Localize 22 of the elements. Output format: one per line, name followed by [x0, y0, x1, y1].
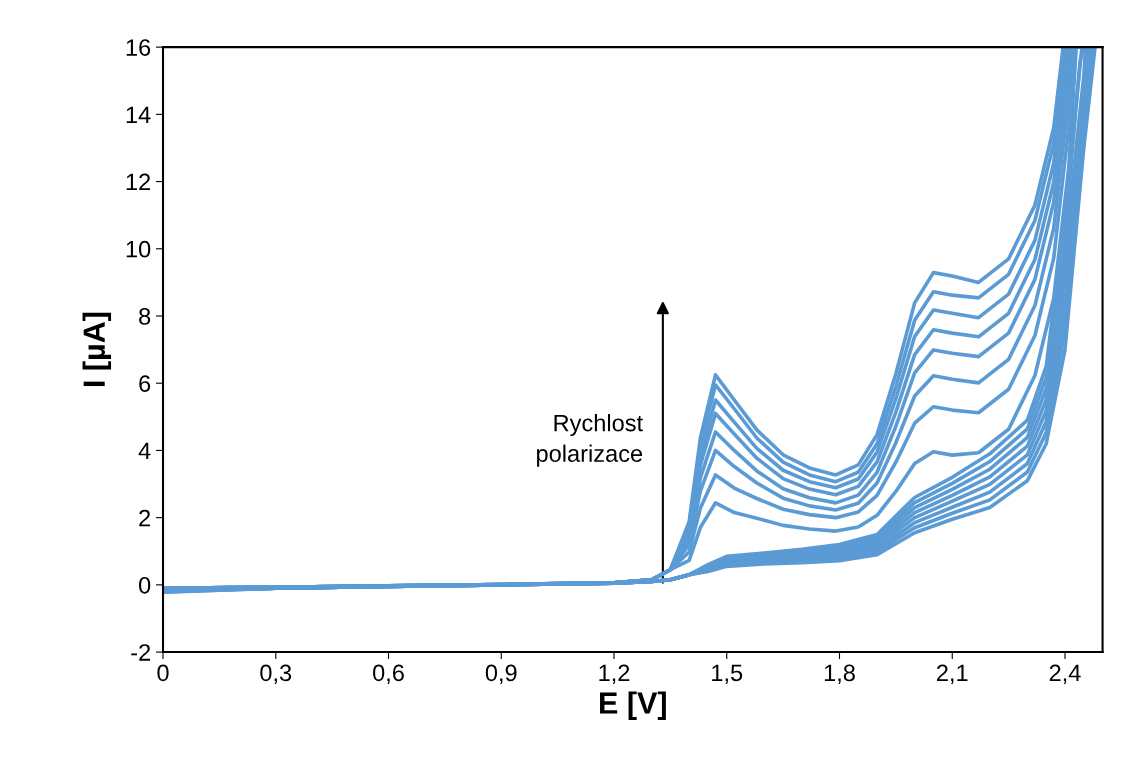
y-tick-label: 0	[138, 576, 151, 594]
y-tick-label: 8	[139, 308, 151, 325]
y-tick-label: 12	[126, 173, 151, 191]
y-tick-label: 6	[139, 375, 151, 392]
y-tick-label: 10	[126, 240, 151, 258]
x-tick-label: 2,1	[937, 664, 968, 685]
y-tick-label: -2	[131, 644, 151, 661]
x-tick-label: 1,2	[599, 664, 630, 685]
y-tick-label: 14	[126, 106, 151, 123]
y-tick-label: 2	[139, 509, 151, 527]
x-tick-label: 0,3	[260, 664, 292, 685]
x-tick-label: 1,5	[712, 664, 743, 685]
x-axis-title: E [V]	[600, 691, 666, 720]
y-tick-label: 16	[126, 39, 151, 56]
y-tick-label: 4	[138, 442, 151, 459]
x-tick-label: 0	[157, 664, 169, 682]
x-tick-label: 1,8	[824, 664, 855, 685]
y-axis-title: I [µA]	[82, 312, 112, 387]
x-tick-label: 0,9	[485, 664, 517, 685]
x-tick-label: 2,4	[1049, 664, 1081, 685]
x-tick-label: 0,6	[373, 664, 404, 685]
annotation: Rychlost polarizace	[537, 414, 643, 467]
